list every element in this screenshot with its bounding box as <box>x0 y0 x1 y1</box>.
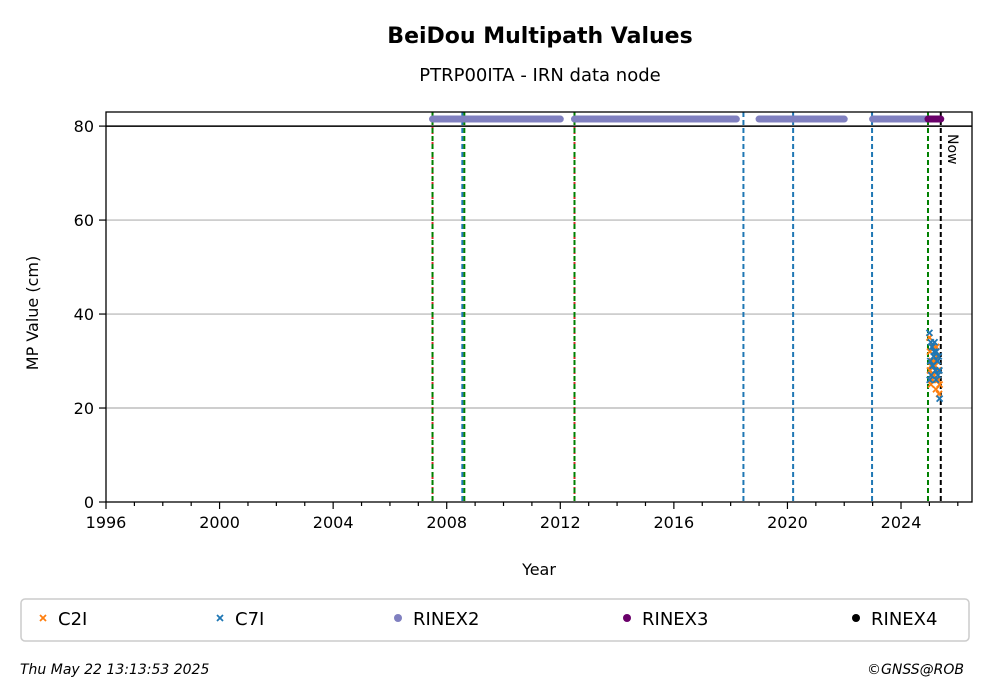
point-c7i <box>925 329 934 337</box>
footer-credit: ©GNSS@ROB <box>867 662 964 678</box>
y-axis-label: MP Value (cm) <box>23 256 42 370</box>
legend-marker-rinex3 <box>623 614 631 622</box>
plot-frame <box>105 111 973 503</box>
x-tick-label: 2024 <box>881 513 922 532</box>
point-c7i <box>932 348 940 356</box>
y-tick-label: 0 <box>84 493 94 512</box>
y-tick-label: 20 <box>74 399 94 418</box>
y-tick-label: 60 <box>74 211 94 230</box>
y-tick-label: 80 <box>74 117 94 136</box>
point-c7i <box>926 376 934 384</box>
point-c7i <box>934 371 942 379</box>
marker-stroke <box>216 614 224 622</box>
legend-label-c7i: C7I <box>235 609 264 630</box>
marker-stroke <box>935 394 944 403</box>
now-label: Now <box>944 134 960 165</box>
point-c7i <box>935 366 943 375</box>
x-tick-label: 1996 <box>86 513 127 532</box>
legend-label-rinex4: RINEX4 <box>871 609 937 630</box>
chart-subtitle: PTRP00ITA - IRN data node <box>419 65 660 86</box>
y-tick-label: 40 <box>74 305 94 324</box>
marker-stroke <box>934 371 942 379</box>
legend-marker-c2i <box>39 614 47 622</box>
marker-stroke <box>935 352 943 360</box>
marker-stroke <box>932 376 940 384</box>
point-c7i <box>934 357 942 365</box>
marker-stroke <box>935 380 944 389</box>
x-tick-label: 2020 <box>767 513 808 532</box>
legend-marker-rinex2 <box>394 614 402 622</box>
x-tick-label: 2012 <box>540 513 581 532</box>
marker-stroke <box>934 357 942 365</box>
legend-label-c2i: C2I <box>58 609 87 630</box>
point-c7i <box>926 357 934 365</box>
vertical-event-lines: Now <box>431 112 960 502</box>
marker-stroke <box>926 376 934 384</box>
marker-stroke <box>930 348 938 356</box>
marker-stroke <box>935 366 943 375</box>
grid-lines <box>106 125 972 409</box>
point-c7i <box>935 394 944 403</box>
x-tick-label: 2008 <box>426 513 467 532</box>
x-tick-label: 2000 <box>199 513 240 532</box>
marker-stroke <box>925 329 934 337</box>
point-c7i <box>927 338 935 346</box>
legend-marker-rinex4 <box>852 614 860 622</box>
x-tick-label: 2004 <box>313 513 354 532</box>
point-c7i <box>930 348 938 356</box>
marker-stroke <box>39 614 47 622</box>
point-c7i <box>932 376 940 384</box>
marker-stroke <box>932 348 940 356</box>
data-marks <box>429 115 945 403</box>
marker-stroke <box>926 357 934 365</box>
axes: 1996 2000 2004 2008 2012 2016 2020 2024 0 20 40 60 8… <box>74 111 973 532</box>
legend: C2I C7I RINEX2 RINEX3 RINEX4 <box>20 598 970 642</box>
chart-title: BeiDou Multipath Values <box>387 24 692 49</box>
marker-stroke <box>927 338 935 346</box>
legend-label-rinex3: RINEX3 <box>642 609 708 630</box>
legend-label-rinex2: RINEX2 <box>413 609 479 630</box>
x-tick-label: 2016 <box>654 513 695 532</box>
x-axis-label: Year <box>521 560 556 579</box>
legend-marker-c7i <box>216 614 224 622</box>
footer-timestamp: Thu May 22 13:13:53 2025 <box>20 662 209 678</box>
legend-frame <box>20 598 970 642</box>
